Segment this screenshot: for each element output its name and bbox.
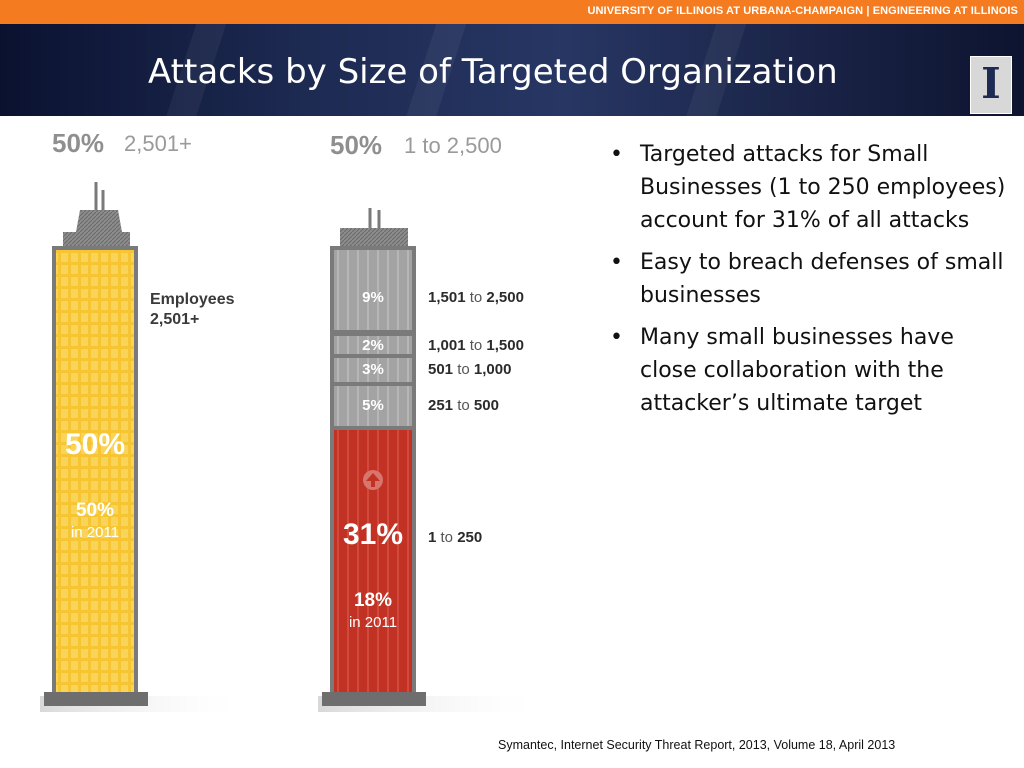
tower-crown [76,210,122,232]
bullet-text: Targeted attacks for Small Businesses (1… [640,142,1006,233]
segment-label-251-500: 5% [362,397,384,414]
large-org-2011-label: in 2011 [70,524,120,541]
small-business-2011-label: in 2011 [348,614,398,631]
employees-title: Employees [150,291,235,308]
bullet-icon: • [610,250,623,275]
segment-label-501-1000: 3% [362,361,384,378]
segment-1-250 [334,430,412,694]
segment-label-1001-1500: 2% [362,337,384,354]
segment-251-500 [334,386,412,426]
bullet-text: Easy to breach defenses of small busines… [640,250,1004,308]
range-label-1001-1500: 1,001 to 1,500 [428,337,524,354]
employees-range: 2,501+ [150,311,200,328]
segment-501-1000 [334,358,412,382]
segment-1501-2500 [334,250,412,330]
bullet-icon: • [610,142,623,167]
illinois-logo-letter: I [981,59,1001,108]
small-business-share-value: 31% [342,518,404,551]
small-org-share: 50% [330,130,383,160]
tower-base [44,692,148,706]
slide-title: Attacks by Size of Targeted Organization [148,52,838,92]
illinois-logo: I [970,56,1012,114]
large-org-segment-2501-plus [56,250,134,694]
range-label-501-1000: 501 to 1,000 [428,361,512,378]
bullet-item: • Easy to breach defenses of small busine… [608,246,1008,312]
title-banner: Attacks by Size of Targeted Organization… [0,24,1024,116]
large-org-2011-value: 50% [75,500,115,521]
tower-crown [63,232,130,246]
university-top-bar: UNIVERSITY OF ILLINOIS AT URBANA-CHAMPAI… [0,0,1024,24]
large-org-tower [40,182,250,712]
bullet-item: • Targeted attacks for Small Businesses (… [608,138,1008,237]
up-arrow-icon [366,473,380,487]
range-label-1-250: 1 to 250 [428,529,483,546]
large-org-share: 50% [52,128,105,158]
employees-label: Employees 2,501+ [150,290,234,330]
bullet-text: Many small businesses have close collabo… [640,325,954,416]
range-label-1501-2500: 1,501 to 2,500 [428,289,524,306]
segment-label-1501-2500: 9% [362,289,384,306]
bullet-icon: • [610,325,623,350]
bullet-item: • Many small businesses have close collab… [608,321,1008,420]
small-org-range: 1 to 2,500 [404,133,502,158]
small-business-2011-value: 18% [353,590,393,611]
range-label-251-500: 251 to 500 [428,397,499,414]
large-org-range: 2,501+ [124,131,192,156]
university-banner-text: UNIVERSITY OF ILLINOIS AT URBANA-CHAMPAI… [587,5,1018,17]
source-citation: Symantec, Internet Security Threat Repor… [498,738,896,752]
tower-base [322,692,426,706]
tower-crown [340,228,408,246]
small-org-tower [318,208,548,712]
large-org-share-value: 50% [64,428,126,461]
bullet-list: • Targeted attacks for Small Businesses (… [608,138,1008,429]
segment-1001-1500 [334,336,412,354]
